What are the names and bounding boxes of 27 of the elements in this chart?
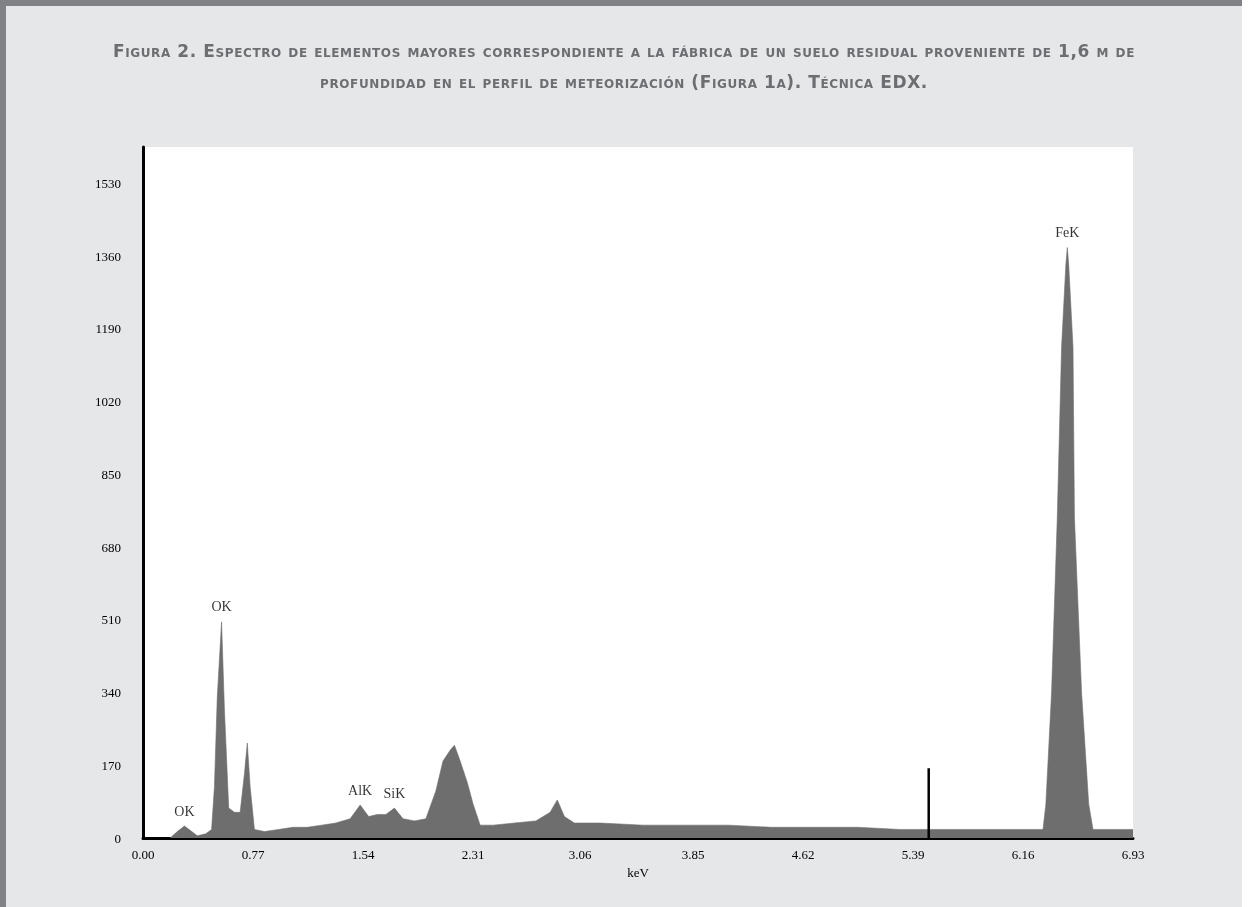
x-tick-label: 3.85 (681, 847, 705, 862)
x-tick-label: 1.54 (351, 847, 375, 862)
annotation: AlK (348, 782, 373, 798)
y-tick-label: 340 (101, 685, 121, 701)
chart-title: Figura 2. Espectro de elementos mayores correspondiente a la fábrica de un suelo residual proveniente de 1,6 m de profundidad en el perfil de meteorización (Figura 1a). Técnica EDX. (112, 40, 1136, 94)
x-tick-label: 0.00 (131, 847, 155, 862)
y-tick-label: 0 (114, 830, 121, 846)
x-tick-label: 2.31 (461, 847, 485, 862)
y-tick-label: 1020 (95, 394, 121, 410)
x-tick-label: 4.62 (791, 847, 815, 862)
y-tick-label: 510 (101, 612, 121, 628)
annotation: OK (211, 599, 232, 615)
y-tick-label: 1190 (95, 321, 121, 337)
annotation: OK (174, 803, 195, 819)
annotation: SiK (383, 785, 406, 801)
x-axis-title: keV (627, 864, 650, 880)
x-tick-label: 5.39 (901, 847, 925, 862)
annotation: FeK (1055, 225, 1080, 241)
x-tick-label: 6.93 (1121, 847, 1145, 862)
y-tick-label: 680 (101, 539, 121, 555)
y-tick-label: 1360 (95, 248, 121, 264)
y-tick-label: 850 (101, 466, 121, 482)
y-tick-label: 1530 (95, 175, 121, 191)
x-tick-label: 0.77 (241, 847, 265, 862)
y-tick-label: 170 (101, 757, 121, 773)
x-tick-label: 6.16 (1011, 847, 1035, 862)
x-tick-label: 3.06 (568, 847, 593, 862)
